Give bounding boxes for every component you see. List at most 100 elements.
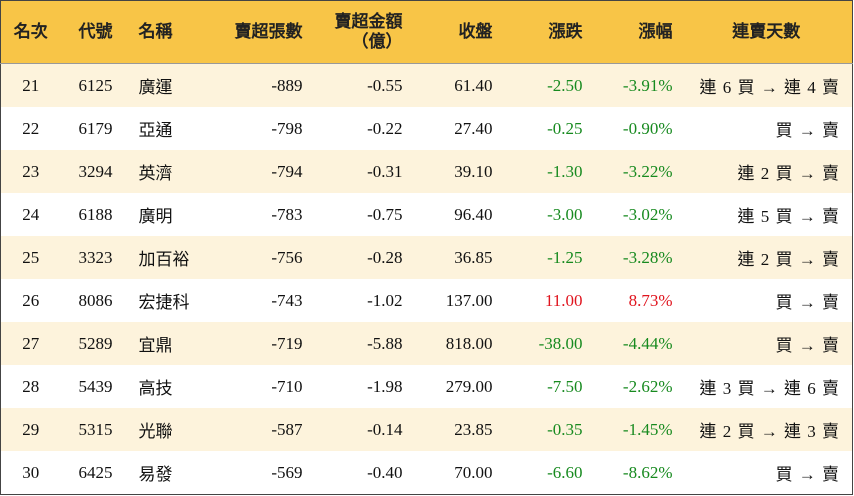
change-pct: -1.45% [590, 408, 681, 451]
net-sell-lots: -783 [271, 204, 303, 224]
net-sell-amount: -0.28 [310, 236, 411, 279]
rank: 25 [0, 236, 61, 279]
code: 3323 [60, 236, 131, 279]
close: 27.40 [454, 118, 493, 138]
header-net-sell-amount: 賣超金額 （億） [310, 0, 411, 64]
code: 6179 [78, 118, 113, 138]
header-row: 名次 代號 名稱 賣超張數 賣超金額 （億） 收盤 漲跌 漲幅 連賣天數 [0, 0, 853, 64]
change: -7.50 [547, 376, 583, 396]
header-sell-streak: 連賣天數 [680, 0, 853, 64]
change: -0.35 [500, 408, 591, 451]
change-pct: -2.62% [622, 376, 673, 396]
code: 5315 [60, 408, 131, 451]
net-sell-amount: -0.75 [367, 204, 403, 224]
close: 818.00 [410, 322, 501, 365]
code: 5289 [60, 322, 131, 365]
header-change-pct: 漲幅 [590, 0, 681, 64]
net-sell-lots: -756 [215, 236, 311, 279]
close: 23.85 [410, 408, 501, 451]
change: 11.00 [544, 290, 583, 310]
sell-streak: 連 3 買 → 連 6 賣 [699, 379, 840, 398]
sell-streak: 連 2 買 → 賣 [680, 236, 853, 279]
close: 137.00 [445, 290, 493, 310]
code: 6188 [78, 204, 113, 224]
header-name: 名稱 [130, 0, 216, 64]
net-sell-amount: -0.31 [310, 150, 411, 193]
net-sell-amount: -1.98 [367, 376, 403, 396]
change: -0.25 [547, 118, 583, 138]
name: 宏捷科 [138, 293, 190, 312]
row: 23 3294 英濟 -794 -0.31 39.10 -1.30 -3.22% 連 2 買 →… [0, 150, 853, 193]
name: 易發 [138, 465, 173, 484]
net-sell-lots: -798 [271, 118, 303, 138]
row: 24 6188 廣明 -783 -0.75 96.40 -3.00 -3.02% 連 5 買 →… [1, 193, 853, 236]
change-pct: -3.28% [590, 236, 681, 279]
code: 6125 [60, 63, 131, 107]
close: 36.85 [410, 236, 501, 279]
net-sell-amount: -0.55 [310, 63, 411, 107]
net-sell-lots: -743 [271, 290, 303, 310]
header-net-sell-lots: 賣超張數 [215, 0, 311, 64]
sell-streak: 買 → 賣 [680, 322, 853, 365]
header-close: 收盤 [410, 0, 501, 64]
name: 亞通 [138, 121, 173, 140]
name: 英濟 [130, 150, 216, 193]
code: 8086 [78, 290, 113, 310]
change: -2.50 [500, 63, 591, 107]
change-pct: -3.22% [590, 150, 681, 193]
net-sell-amount: -0.14 [310, 408, 411, 451]
rank: 26 [22, 290, 40, 310]
change: -38.00 [500, 322, 591, 365]
name: 廣明 [138, 207, 173, 226]
net-sell-amount: -0.22 [367, 118, 403, 138]
rank: 21 [0, 63, 61, 107]
close: 70.00 [454, 462, 493, 482]
net-sell-lots: -719 [215, 322, 311, 365]
net-sell-lots: -587 [215, 408, 311, 451]
row: 28 5439 高技 -710 -1.98 279.00 -7.50 -2.62% 連 3 買 … [1, 365, 853, 408]
rank: 27 [0, 322, 61, 365]
net-sell-amount: -1.02 [367, 290, 403, 310]
change: -6.60 [547, 462, 583, 482]
change-pct: -8.62% [622, 462, 673, 482]
sell-streak: 連 5 買 → 賣 [737, 207, 840, 226]
change-pct: -3.91% [590, 63, 681, 107]
name: 高技 [138, 379, 173, 398]
row: 22 6179 亞通 -798 -0.22 27.40 -0.25 -0.90% 買 → 賣 [1, 107, 853, 150]
rank: 22 [22, 118, 40, 138]
close: 279.00 [445, 376, 493, 396]
rank: 30 [22, 462, 40, 482]
net-sell-lots: -794 [215, 150, 311, 193]
row: 29 5315 光聯 -587 -0.14 23.85 -0.35 -1.45% 連 2 買 →… [0, 408, 853, 451]
close: 39.10 [410, 150, 501, 193]
change: -1.25 [500, 236, 591, 279]
sell-streak: 連 2 買 → 連 3 賣 [680, 408, 853, 451]
close: 61.40 [410, 63, 501, 107]
change-pct: -0.90% [622, 118, 673, 138]
header-code: 代號 [60, 0, 131, 64]
net-sell-lots: -889 [215, 63, 311, 107]
net-sell-lots: -710 [271, 376, 303, 396]
rank: 29 [0, 408, 61, 451]
table-body: 21 6125 廣運 -889 -0.55 61.40 -2.50 -3.91% 連 6 買 →… [0, 63, 853, 495]
header-rank: 名次 [0, 0, 61, 64]
sell-streak: 買 → 賣 [775, 121, 840, 140]
name: 廣運 [130, 63, 216, 107]
code: 3294 [60, 150, 131, 193]
name: 宜鼎 [130, 322, 216, 365]
code: 5439 [78, 376, 113, 396]
change-pct: -4.44% [590, 322, 681, 365]
name: 加百裕 [130, 236, 216, 279]
name: 光聯 [130, 408, 216, 451]
row: 25 3323 加百裕 -756 -0.28 36.85 -1.25 -3.28% 連 2 買 … [0, 236, 853, 279]
change-pct: -3.02% [622, 204, 673, 224]
rank: 28 [22, 376, 40, 396]
row: 26 8086 宏捷科 -743 -1.02 137.00 11.00 8.73% 買 → 賣 [1, 279, 853, 322]
sell-streak: 連 6 買 → 連 4 賣 [680, 63, 853, 107]
rank: 24 [22, 204, 40, 224]
header-change: 漲跌 [500, 0, 591, 64]
code: 6425 [78, 462, 113, 482]
change: -3.00 [547, 204, 583, 224]
